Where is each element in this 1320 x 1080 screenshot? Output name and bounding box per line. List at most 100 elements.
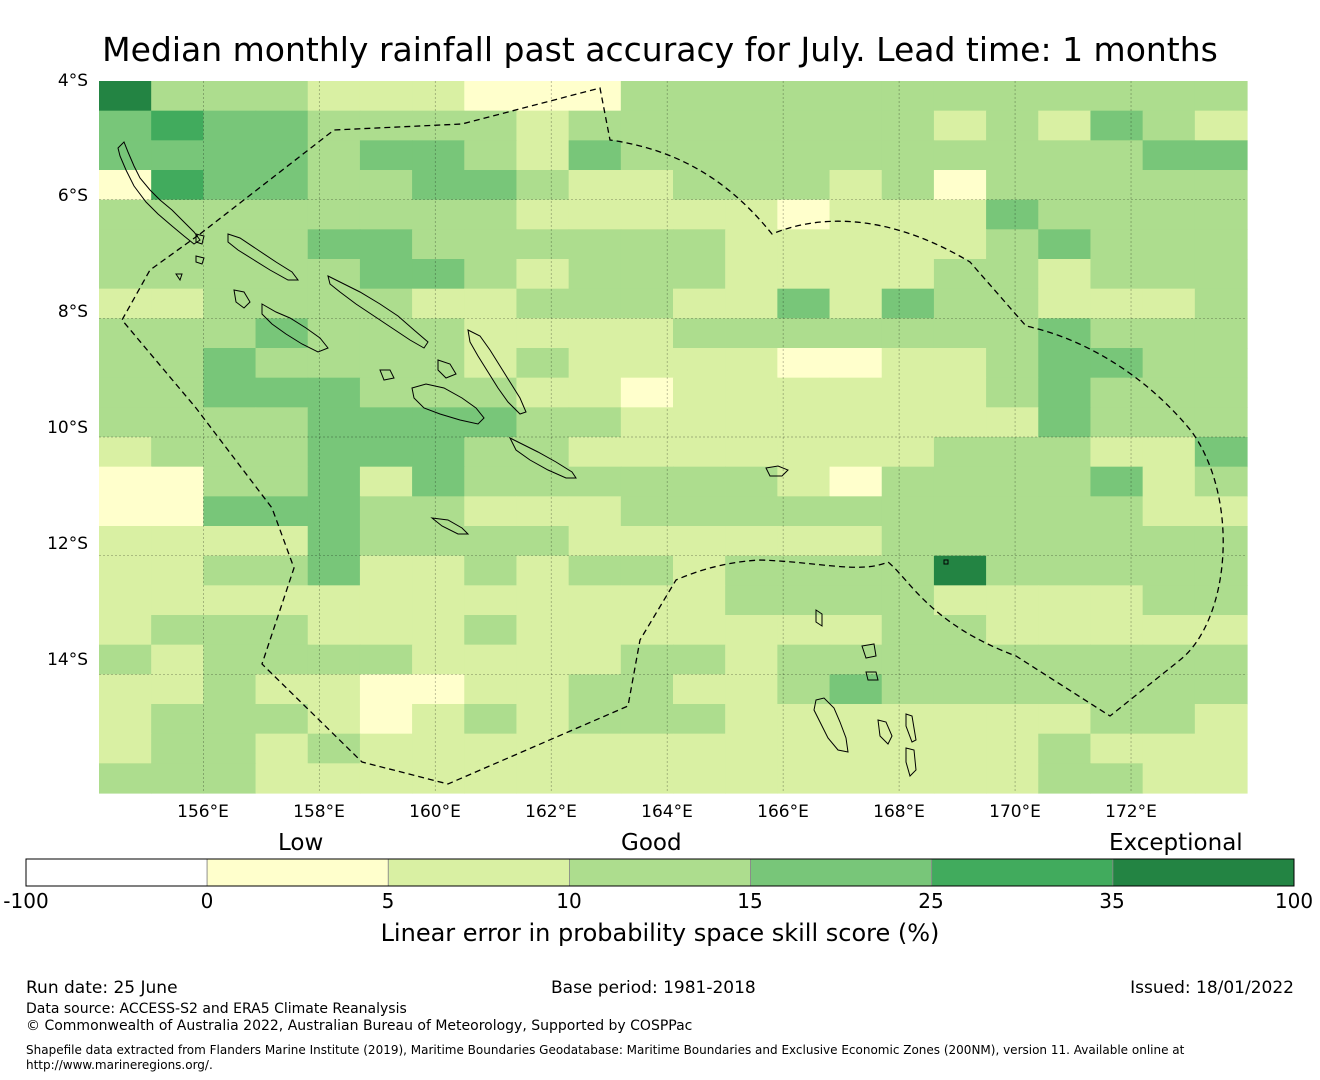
grid-cell — [1142, 555, 1196, 586]
grid-cell — [777, 555, 831, 586]
grid-cell — [620, 170, 674, 201]
grid-cell — [412, 615, 465, 646]
grid-cell — [986, 288, 1039, 319]
grid-cell — [673, 110, 726, 141]
grid-cell — [255, 763, 309, 794]
grid-cell — [1038, 288, 1092, 319]
grid-cell — [99, 644, 152, 675]
grid-cell — [620, 348, 674, 379]
grid-cell — [151, 318, 204, 349]
grid-cell — [673, 733, 726, 764]
grid-cell — [829, 318, 883, 349]
grid-cell — [673, 674, 726, 705]
grid-cell — [568, 555, 622, 586]
grid-cell — [1194, 229, 1248, 260]
grid-cell — [620, 496, 674, 527]
legend-category-low: Low — [278, 830, 324, 856]
grid-cell — [673, 170, 726, 201]
grid-cell — [620, 585, 674, 616]
grid-cell — [881, 407, 935, 438]
grid-cell — [829, 526, 883, 557]
grid-cell — [777, 437, 831, 468]
grid-cell — [1142, 140, 1196, 171]
grid-cell — [829, 288, 883, 319]
grid-cell — [568, 644, 622, 675]
grid-cell — [1090, 526, 1144, 557]
grid-cell — [673, 81, 726, 112]
solomon-islands-coastline — [117, 141, 789, 535]
colorbar-tick-15: 15 — [737, 889, 763, 913]
grid-cell — [725, 377, 778, 408]
grid-cell — [1038, 704, 1092, 735]
grid-cell — [881, 377, 935, 408]
issued-date: Issued: 18/01/2022 — [1130, 978, 1294, 998]
grid-cell — [1194, 674, 1248, 705]
grid-cell — [568, 704, 622, 735]
grid-cell — [568, 585, 622, 616]
colorbar-swatch — [569, 858, 751, 887]
colorbar-tick-5: 5 — [381, 889, 395, 913]
lon-label-164e: 164°E — [641, 802, 693, 822]
grid-cell — [1194, 377, 1248, 408]
grid-cell — [725, 615, 778, 646]
grid-cell — [1194, 644, 1248, 675]
grid-cell — [933, 348, 987, 379]
grid-cell — [933, 259, 987, 290]
grid-cell — [516, 644, 570, 675]
grid-cell — [255, 704, 309, 735]
grid-cell — [203, 170, 257, 201]
grid-cell — [986, 704, 1039, 735]
grid-cell — [568, 199, 622, 230]
grid-cell — [620, 644, 674, 675]
grid-cell — [881, 318, 935, 349]
grid-cell — [620, 81, 674, 112]
grid-cell — [829, 555, 883, 586]
grid-cell — [464, 110, 518, 141]
lon-label-168e: 168°E — [873, 802, 925, 822]
grid-cell — [933, 437, 987, 468]
grid-cell — [986, 526, 1039, 557]
grid-cell — [881, 555, 935, 586]
skill-map — [99, 81, 1248, 794]
grid-cell — [412, 704, 465, 735]
grid-cell — [255, 259, 309, 290]
grid-cell — [673, 496, 726, 527]
grid-cell — [829, 81, 883, 112]
grid-cell — [99, 585, 152, 616]
copyright: © Commonwealth of Australia 2022, Austra… — [26, 1018, 693, 1034]
grid-cell — [673, 318, 726, 349]
grid-cell — [464, 466, 518, 497]
data-source: Data source: ACCESS-S2 and ERA5 Climate … — [26, 1001, 407, 1017]
grid-cell — [151, 110, 204, 141]
grid-cell — [673, 229, 726, 260]
grid-cell — [986, 555, 1039, 586]
grid-cell — [412, 526, 465, 557]
grid-cell — [1090, 288, 1144, 319]
grid-cell — [933, 466, 987, 497]
grid-cell — [673, 259, 726, 290]
grid-cell — [412, 81, 465, 112]
base-period: Base period: 1981-2018 — [551, 978, 756, 998]
grid-cell — [933, 496, 987, 527]
grid-cell — [1194, 585, 1248, 616]
marineregions-link[interactable]: http://www.marineregions.org/. — [26, 1058, 213, 1072]
vanuatu-coastline — [813, 559, 949, 777]
grid-cell — [933, 288, 987, 319]
grid-cell — [829, 140, 883, 171]
grid-cell — [1142, 318, 1196, 349]
grid-cell — [725, 763, 778, 794]
grid-cell — [1038, 199, 1092, 230]
grid-cell — [99, 407, 152, 438]
grid-cell — [255, 644, 309, 675]
grid-cell — [359, 140, 413, 171]
grid-cell — [933, 318, 987, 349]
grid-cell — [99, 763, 152, 794]
lat-label-4s: 4°S — [57, 71, 88, 91]
grid-cell — [151, 615, 204, 646]
grid-cell — [359, 170, 413, 201]
grid-cell — [516, 348, 570, 379]
grid-cell — [307, 674, 361, 705]
grid-cell — [203, 110, 257, 141]
colorbar-swatch — [25, 858, 208, 887]
grid-cell — [986, 763, 1039, 794]
